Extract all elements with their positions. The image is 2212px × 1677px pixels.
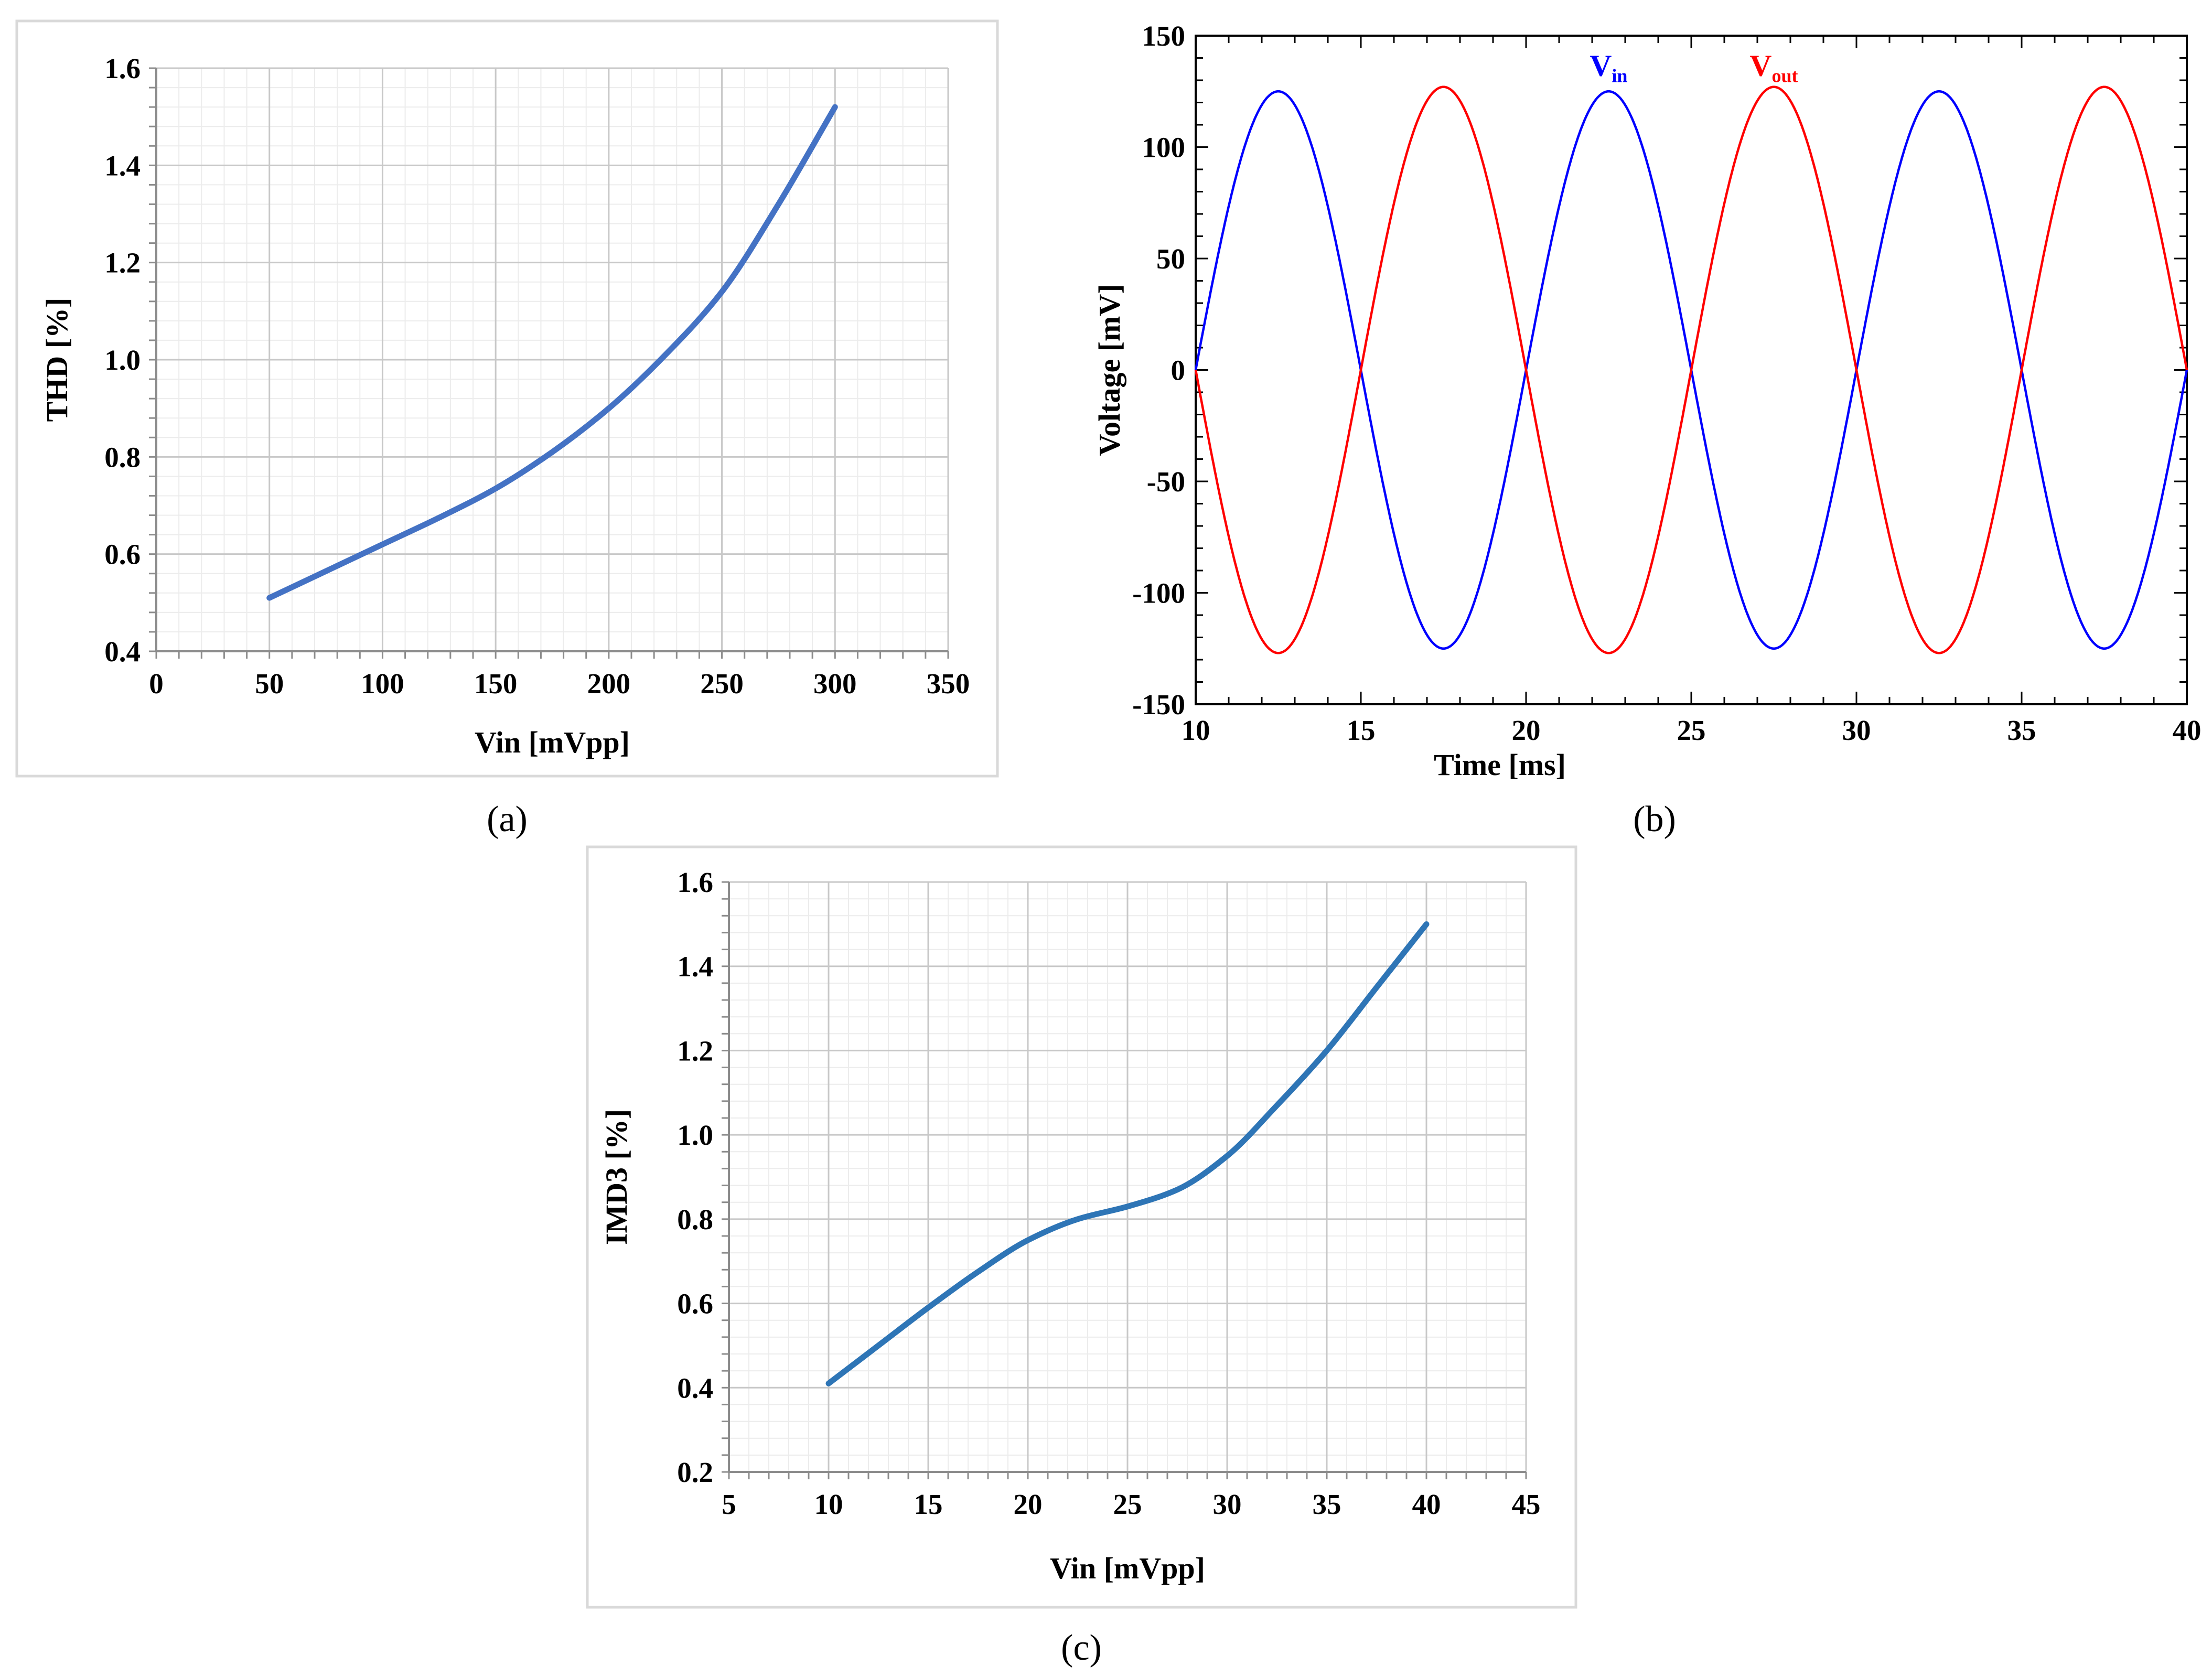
x-axis-title: Vin [mVpp]	[1050, 1551, 1205, 1585]
series-annotation: Vin	[1590, 49, 1628, 87]
x-tick-label: 10	[1182, 714, 1210, 746]
y-tick-label: 1.4	[104, 149, 141, 181]
x-tick-label: 20	[1014, 1488, 1043, 1520]
y-axis-title: Voltage [mV]	[1092, 284, 1126, 456]
y-tick-label: 150	[1142, 20, 1186, 52]
x-tick-label: 300	[813, 668, 857, 700]
x-tick-label: 35	[2007, 714, 2036, 746]
imd3-chart-panel: 5 10 15 20 25 30 35 40 45 0.2 0.4 0.6 0.8 1.0 1.2 1.4 1.…	[586, 845, 1577, 1609]
y-tick-label: 0.2	[677, 1456, 713, 1488]
waveform-vout	[1194, 85, 2188, 654]
y-tick-label: 0.6	[104, 539, 141, 571]
x-tick-label: 150	[474, 668, 518, 700]
x-axis-title: Vin [mVpp]	[475, 725, 630, 759]
y-tick-label: 1.0	[104, 344, 141, 376]
annotation-main: V	[1590, 49, 1612, 83]
x-tick-label: 20	[1512, 714, 1541, 746]
x-tick-label: 25	[1113, 1488, 1142, 1520]
x-tick-label: 30	[1842, 714, 1871, 746]
x-tick-label: 0	[149, 668, 164, 700]
y-tick-label: 0.4	[104, 636, 141, 668]
x-tick-label: 45	[1512, 1488, 1541, 1520]
x-tick-label: 35	[1313, 1488, 1341, 1520]
x-tick-label: 100	[361, 668, 404, 700]
y-tick-label: 1.2	[104, 247, 141, 279]
x-axis-title: Time [ms]	[1434, 748, 1566, 782]
y-tick-label: 50	[1156, 243, 1185, 275]
y-tick-label: 1.4	[677, 951, 713, 983]
data-series-line	[825, 921, 1430, 1386]
data-series-line	[266, 104, 838, 601]
data-point	[878, 1345, 879, 1346]
x-tick-label: 15	[914, 1488, 943, 1520]
y-tick-label: 0.8	[104, 441, 141, 473]
y-axis-title: IMD3 [%]	[599, 1109, 633, 1245]
panel-label-a: (a)	[487, 799, 528, 840]
x-tick-label: 50	[255, 668, 284, 700]
y-tick-label: 1.6	[677, 866, 713, 898]
waveform-chart-panel: 10 15 20 25 30 35 40 -150 -100 -50 0 50 100 150 Time […	[1092, 20, 2202, 782]
y-tick-label: 1.6	[104, 52, 141, 84]
y-tick-label: -100	[1132, 577, 1185, 609]
panel-label-c: (c)	[1061, 1628, 1102, 1668]
series-annotation: Vout	[1750, 49, 1798, 87]
y-tick-label: 1.2	[677, 1035, 713, 1067]
x-tick-label: 25	[1677, 714, 1706, 746]
y-tick-label: 1.0	[677, 1119, 713, 1151]
annotation-subscript: out	[1771, 66, 1798, 87]
y-tick-label: -50	[1147, 466, 1185, 498]
y-tick-label: 0.4	[677, 1372, 713, 1404]
panel-label-b: (b)	[1633, 799, 1676, 840]
x-tick-label: 350	[927, 668, 970, 700]
data-point	[552, 452, 553, 453]
data-point	[382, 544, 383, 545]
data-point	[778, 204, 779, 205]
x-tick-label: 15	[1347, 714, 1376, 746]
y-axis-title: THD [%]	[40, 298, 74, 422]
y-tick-label: 0	[1171, 354, 1186, 386]
annotation-main: V	[1750, 49, 1772, 83]
chart-frame	[586, 845, 1577, 1609]
y-tick-label: 0.8	[677, 1203, 713, 1235]
annotation-subscript: in	[1612, 66, 1627, 87]
x-tick-label: 40	[2173, 714, 2202, 746]
x-tick-label: 200	[587, 668, 631, 700]
y-tick-label: -150	[1132, 689, 1185, 721]
x-tick-label: 250	[700, 668, 744, 700]
x-tick-label: 10	[814, 1488, 843, 1520]
data-point	[1177, 1189, 1178, 1190]
y-tick-label: 100	[1142, 132, 1186, 164]
x-tick-label: 30	[1213, 1488, 1242, 1520]
x-tick-label: 5	[722, 1488, 736, 1520]
data-point	[928, 1307, 929, 1308]
y-tick-label: 0.6	[677, 1288, 713, 1320]
x-tick-label: 40	[1412, 1488, 1441, 1520]
thd-chart-panel: 0 50 100 150 200 250 300 350 0.4 0.6 0.8 1.0 1.2 1.4 1…	[15, 19, 999, 778]
